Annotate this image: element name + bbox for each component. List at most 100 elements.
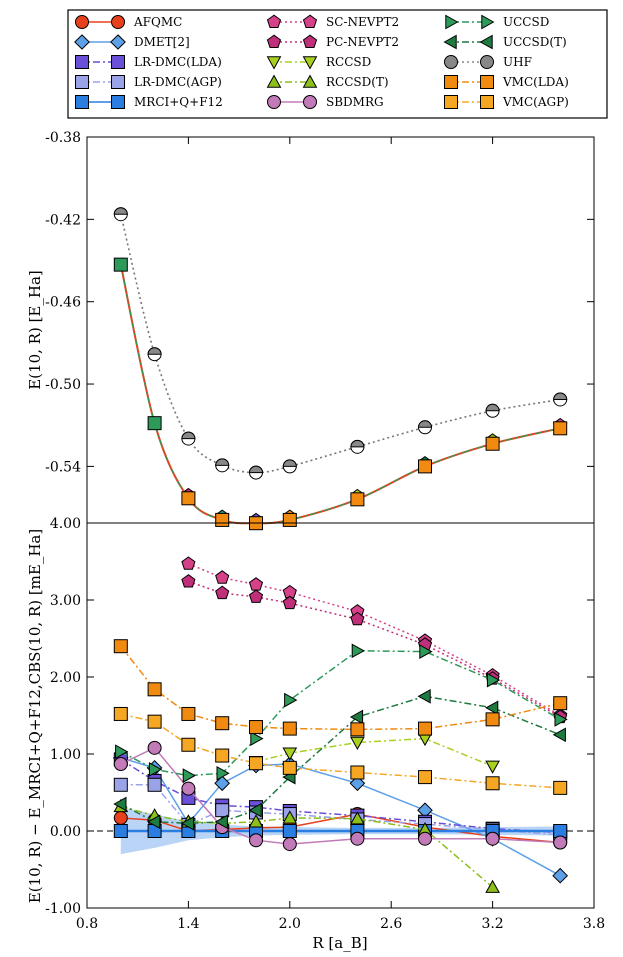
- legend-marker-end: [302, 74, 318, 88]
- data-point: [485, 879, 500, 893]
- top-data-point: [350, 492, 365, 507]
- data-point: [351, 643, 365, 659]
- legend-marker-start: [445, 14, 459, 30]
- legend-label: VMC(LDA): [502, 75, 569, 89]
- x-tick-label: 3.8: [583, 916, 605, 932]
- bottom-y-ticks: 4.00 3.00 2.00 1.00 0.00 -1.00: [45, 516, 594, 917]
- series-line: [120, 758, 561, 834]
- data-point: [282, 760, 297, 775]
- series-line: [120, 713, 561, 789]
- data-point: [113, 706, 128, 721]
- data-point: [418, 770, 432, 785]
- legend-label: SC-NEVPT2: [326, 15, 399, 29]
- y-tick-label: -0.54: [45, 459, 81, 475]
- series-line: [255, 737, 493, 767]
- legend-label: UHF: [503, 55, 532, 69]
- series-line: [120, 650, 561, 777]
- top-data-point: [485, 436, 500, 451]
- data-point: [147, 714, 162, 729]
- top-series: [113, 207, 568, 531]
- x-tick-label: 3.2: [481, 916, 503, 932]
- legend-label: UCCSD(T): [503, 35, 567, 49]
- legend-item-uccsd-t: UCCSD(T): [443, 34, 567, 50]
- top-data-point-fill: [147, 347, 162, 355]
- legend-marker-end: [111, 75, 125, 89]
- series-line: [120, 695, 561, 825]
- legend-marker-start: [74, 34, 90, 50]
- data-point: [485, 760, 500, 774]
- bottom-panel: 4.00 3.00 2.00 1.00 0.00 -1.00 0.8 1.4 2.0 2.6 3.…: [26, 137, 605, 952]
- data-point: [182, 768, 196, 783]
- legend-marker-end: [480, 95, 494, 109]
- legend-marker-start: [266, 74, 282, 88]
- top-data-point-fill: [485, 403, 500, 412]
- top-data-point-fill: [215, 458, 230, 466]
- legend-marker-end: [302, 56, 318, 70]
- data-point: [554, 712, 568, 727]
- legend-marker-end: [111, 55, 125, 69]
- legend-marker-start: [444, 75, 458, 89]
- series-line: [120, 746, 561, 845]
- legend-marker-start: [75, 75, 89, 89]
- data-point: [418, 831, 432, 846]
- series-vmc-agp: [113, 706, 568, 795]
- legend-marker-end: [111, 15, 125, 29]
- legend-item-sbdmrg: SBDMRG: [267, 95, 384, 109]
- y-tick-label: -1.00: [45, 901, 81, 917]
- data-point: [248, 577, 264, 591]
- series-rccsd-t: [113, 798, 500, 893]
- legend-label: VMC(AGP): [502, 95, 569, 109]
- series-line: [120, 645, 561, 731]
- legend-item-pc-nevpt2: PC-NEVPT2: [266, 34, 399, 49]
- legend-item-mrci-q-f12: MRCI+Q+F12: [75, 95, 223, 109]
- legend-label: SBDMRG: [326, 95, 384, 109]
- top-series-line: [120, 214, 561, 474]
- x-tick-label: 2.6: [380, 916, 402, 932]
- top-data-point-fill: [417, 420, 433, 428]
- data-point: [282, 837, 297, 852]
- x-axis-label: R [a_B]: [312, 934, 367, 952]
- data-point: [181, 574, 196, 588]
- data-point: [215, 803, 230, 818]
- top-data-point: [553, 421, 568, 436]
- data-point: [553, 696, 568, 711]
- legend-label: RCCSD: [326, 55, 371, 69]
- y-tick-label: -0.46: [45, 295, 81, 311]
- data-point: [180, 815, 195, 831]
- data-point: [249, 720, 263, 735]
- series-line: [188, 563, 561, 717]
- data-point: [181, 781, 196, 796]
- data-point: [113, 810, 128, 825]
- y-tick-label: 4.00: [50, 516, 81, 532]
- legend-marker-start: [443, 34, 457, 50]
- top-data-point-fill: [113, 207, 128, 215]
- data-point: [485, 712, 500, 727]
- top-plot-frame: [86, 136, 595, 524]
- y-tick-label: -0.42: [45, 212, 81, 228]
- data-point: [485, 776, 500, 791]
- legend-marker-end: [480, 75, 494, 89]
- legend-marker-start: [266, 34, 282, 48]
- data-point: [147, 814, 161, 830]
- data-point: [350, 722, 365, 737]
- legend-item-vmc-lda: VMC(LDA): [444, 75, 569, 89]
- legend-marker-end: [479, 34, 493, 50]
- top-data-point: [282, 512, 297, 527]
- top-series-line: [119, 264, 561, 525]
- top-y-axis-label: E(10, R) [E_Ha]: [26, 270, 44, 390]
- legend-label: LR-DMC(LDA): [134, 55, 222, 69]
- series-line: [120, 805, 494, 888]
- legend-frame: [67, 9, 608, 119]
- top-data-point: [418, 459, 432, 474]
- legend-marker-end: [111, 95, 125, 109]
- data-point: [417, 688, 431, 704]
- data-point: [147, 682, 162, 697]
- legend-item-dmet-2: DMET[2]: [74, 34, 190, 50]
- data-point: [250, 731, 264, 746]
- bottom-series: [87, 556, 594, 893]
- data-point: [181, 706, 196, 721]
- legend-marker-end: [480, 55, 494, 69]
- data-point: [215, 585, 230, 600]
- legend-item-lr-dmc-lda: LR-DMC(LDA): [75, 55, 222, 69]
- x-tick-label: 0.8: [76, 916, 98, 932]
